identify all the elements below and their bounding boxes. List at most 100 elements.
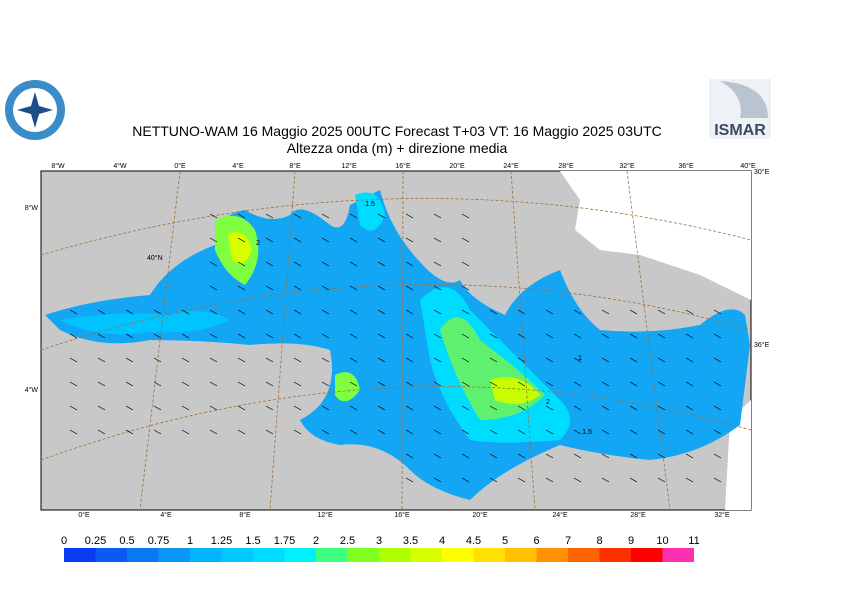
lon-label-bottom: 28°E [630,511,646,519]
arrow [237,429,246,435]
arrow [405,213,414,219]
arrow [433,357,442,363]
arrow [181,309,190,315]
arrow [461,285,470,291]
arrow [657,405,666,411]
colorbar-swatch [662,548,694,562]
arrow [237,237,246,243]
arrow [321,309,330,315]
arrow [461,453,470,459]
arrow [489,405,498,411]
colorbar-swatch [599,548,631,562]
arrow [237,405,246,411]
arrow [405,477,414,483]
arrow [321,333,330,339]
arrow [293,429,302,435]
arrow [517,429,526,435]
arrow [405,381,414,387]
arrow [713,429,722,435]
arrow [405,453,414,459]
lon-label-bottom: 12°E [317,511,333,519]
arrow [209,333,218,339]
arrow [349,237,358,243]
arrow [293,381,302,387]
arrow [349,357,358,363]
arrow [601,429,610,435]
lon-label-top: 20°E [449,162,465,170]
arrow [349,261,358,267]
arrow [377,429,386,435]
arrow [461,237,470,243]
arrow [293,405,302,411]
colorbar-label: 0.25 [85,535,106,547]
arrow [237,213,246,219]
logo-right: ISMAR [709,79,771,139]
arrow [97,381,106,387]
colorbar-label: 7 [565,535,571,547]
arrow [209,285,218,291]
lon-label-top: 16°E [395,162,411,170]
lon-label-bottom: 20°E [472,511,488,519]
arrow [433,453,442,459]
contour-label: 2 [256,240,260,247]
arrow [573,429,582,435]
arrow [461,333,470,339]
arrow [377,213,386,219]
arrow [209,261,218,267]
lat-label-left: 4°W [25,386,39,394]
arrow [349,333,358,339]
arrow [573,333,582,339]
arrow [237,309,246,315]
arrow [293,309,302,315]
colorbar-swatch [505,548,537,562]
arrow [405,333,414,339]
arrow [377,333,386,339]
arrow [433,405,442,411]
colorbar-label: 1 [187,535,193,547]
arrow [349,405,358,411]
lon-label-bottom: 4°E [160,511,172,519]
arrow [433,477,442,483]
arrow [685,309,694,315]
colorbar-swatch [379,548,411,562]
arrow [293,237,302,243]
arrow [209,357,218,363]
arrow [601,309,610,315]
arrow [517,453,526,459]
arrow [69,333,78,339]
colorbar-label: 4.5 [466,535,481,547]
arrow [377,237,386,243]
arrow [377,261,386,267]
arrow [265,333,274,339]
arrow [265,357,274,363]
arrow [657,453,666,459]
arrow [265,405,274,411]
colorbar-swatch [568,548,600,562]
arrow [713,357,722,363]
colorbar-label: 2 [313,535,319,547]
lon-label-top: 36°E [678,162,694,170]
subtitle: Altezza onda (m) + direzione media [287,140,508,156]
arrow [377,381,386,387]
contour-label: 1 [578,355,582,362]
arrow [377,285,386,291]
arrow [545,429,554,435]
colorbar-label: 4 [439,535,445,547]
arrow [69,429,78,435]
arrow [349,429,358,435]
title: NETTUNO-WAM 16 Maggio 2025 00UTC Forecas… [132,123,662,139]
arrow [685,477,694,483]
arrow [685,453,694,459]
arrow [377,405,386,411]
arrow [433,381,442,387]
arrow [657,477,666,483]
arrow [545,477,554,483]
arrow [321,261,330,267]
arrow [713,333,722,339]
arrow [321,381,330,387]
arrow [153,405,162,411]
colorbar-swatch [631,548,663,562]
graticule [40,170,752,511]
arrow [69,309,78,315]
